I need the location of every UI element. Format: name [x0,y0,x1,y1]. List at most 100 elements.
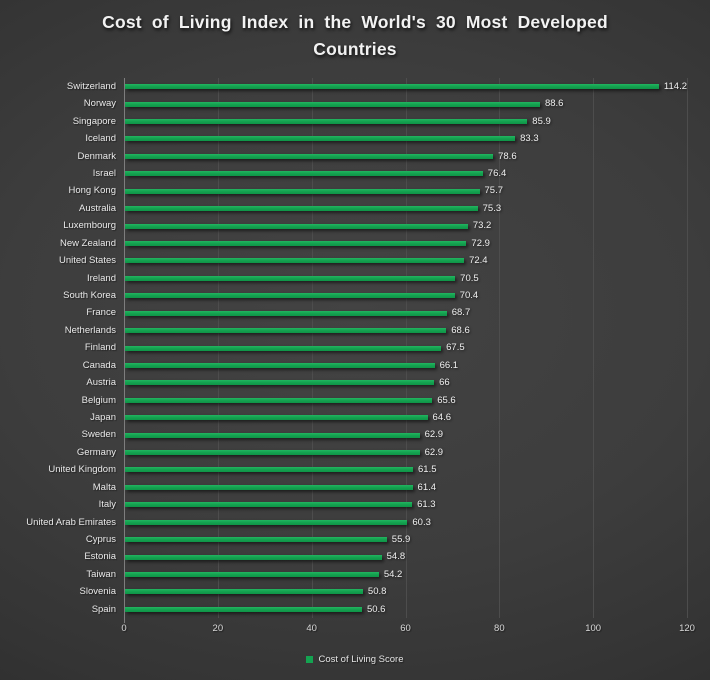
bar-track: 64.6 [125,409,687,426]
bar-row: Sweden 62.9 [0,426,687,443]
bar [125,293,455,299]
value-label: 65.6 [437,394,456,406]
value-label: 62.9 [424,429,444,441]
bar [125,275,456,281]
bar-track: 54.8 [125,548,687,565]
category-label: Estonia [84,551,116,563]
bar-row: Ireland 70.5 [0,270,687,287]
category-label: Hong Kong [68,185,116,197]
bar-row: Malta 61.4 [0,479,687,496]
bar [125,554,382,560]
value-label: 67.5 [446,342,465,354]
category-label: United Kingdom [48,464,116,476]
legend-label: Cost of Living Score [318,653,404,665]
bar-row: United Arab Emirates 60.3 [0,514,687,531]
bar-row: Belgium 65.6 [0,392,687,409]
category-label: Israel [92,168,116,180]
bar [125,101,540,107]
bar-row: United States 72.4 [0,252,687,269]
bar-track: 68.7 [125,304,687,321]
bar-track: 70.4 [125,287,687,304]
bar [125,502,413,508]
category-label: Ireland [86,272,116,284]
bar-row: Slovenia 50.8 [0,583,687,600]
value-label: 62.9 [424,446,444,458]
bar-track: 68.6 [125,322,687,339]
bar-track: 61.4 [125,479,687,496]
category-label: New Zealand [60,237,116,249]
legend: Cost of Living Score [0,651,710,667]
value-label: 61.3 [417,499,436,511]
value-label: 66 [439,377,450,389]
x-axis-tick-label: 80 [494,623,505,634]
category-label: Netherlands [64,324,116,336]
bar [125,241,467,246]
value-label: 85.9 [532,115,551,127]
bar-row: Germany 62.9 [0,444,687,461]
category-label: Canada [82,359,116,371]
category-label: Denmark [77,150,116,162]
bar-row: Austria 66 [0,374,687,391]
bar-row: United Kingdom 61.5 [0,461,687,478]
bar-row: Switzerland 114.2 [0,78,687,95]
bar-row: Norway 88.6 [0,95,687,112]
bar-row: Hong Kong 75.7 [0,183,687,200]
bar [125,397,433,403]
bar-track: 60.3 [125,514,687,531]
legend-swatch-icon [306,655,314,663]
bar [125,345,442,351]
value-label: 68.6 [451,324,470,336]
bar-track: 76.4 [125,165,687,182]
category-label: Cyprus [85,533,116,545]
chart-title: Cost of Living Index in the World's 30 M… [0,9,710,63]
value-label: 61.4 [417,481,437,493]
bar [125,415,428,421]
gridline [593,78,595,618]
x-axis-tick-label: 20 [212,623,224,634]
gridline [687,78,688,618]
value-label: 68.7 [451,307,471,319]
bar [125,171,483,177]
value-label: 78.6 [498,150,517,162]
bar-row: Luxembourg 73.2 [0,217,687,234]
bar-track: 55.9 [125,531,687,548]
bar-track: 72.4 [125,252,687,269]
value-label: 72.4 [469,255,488,267]
bar-row: Canada 66.1 [0,357,687,374]
category-label: Italy [98,499,116,511]
category-label: Austria [86,377,116,389]
value-label: 54.8 [386,551,406,563]
bar [125,136,516,142]
category-label: Spain [91,603,116,615]
bar-row: Japan 64.6 [0,409,687,426]
value-label: 60.3 [412,516,431,528]
bar-track: 78.6 [125,148,687,165]
category-label: Japan [90,411,116,423]
bar-row: Finland 67.5 [0,339,687,356]
category-label: Switzerland [66,80,116,92]
bar-track: 62.9 [125,426,687,443]
bar-track: 61.3 [125,496,687,513]
bar-track: 114.2 [125,78,687,95]
bar [125,119,528,125]
category-label: Australia [79,202,116,214]
bar [125,153,494,159]
bar-track: 65.6 [125,392,687,409]
value-label: 54.2 [383,568,403,580]
bar [125,188,480,194]
x-axis-tick-label: 40 [306,623,317,634]
bar [125,328,447,334]
x-axis-tick-label: 0 [121,623,127,634]
value-label: 70.5 [460,272,479,284]
value-label: 83.3 [520,133,539,145]
category-label: Finland [84,342,116,354]
value-label: 75.3 [482,202,502,214]
category-label: Iceland [85,133,116,145]
bar-track: 88.6 [125,95,687,112]
bar [125,223,468,229]
bar-track: 73.2 [125,217,687,234]
bar-track: 70.5 [125,270,687,287]
bar [125,519,408,525]
category-label: United Arab Emirates [26,516,116,528]
bar [125,362,435,368]
